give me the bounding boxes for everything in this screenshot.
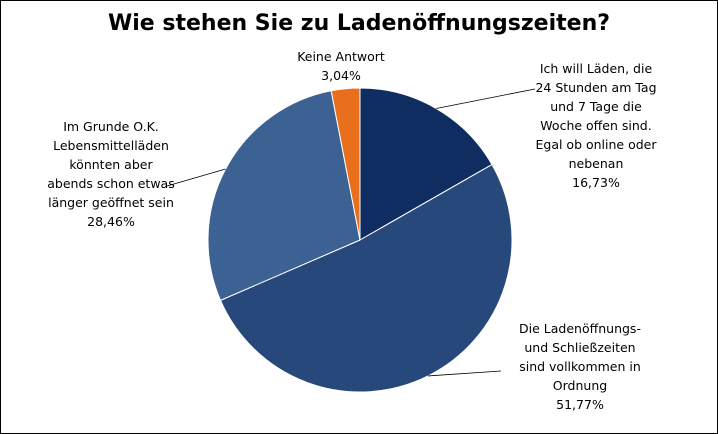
pie-slice-in-ordnung [219,163,513,393]
slice-value-label: 28,46% [87,214,135,229]
slice-label-line: 24 Stunden am Tag [535,80,657,95]
slice-label-line: Ordnung [552,378,608,393]
slice-label-line: Egal ob online oder [535,137,657,152]
slice-label-line: Die Ladenöffnungs- [519,321,641,336]
slice-label-line: Woche offen sind. [540,118,652,133]
slice-label-line: abends schon etwas [47,176,175,191]
leader-line [436,88,536,109]
slice-label-line: nebenan [568,156,624,171]
slice-label-im-grunde-ok: Im Grunde O.K. Lebensmittelläden könnten… [21,117,201,231]
slice-value-label: 51,77% [556,397,604,412]
pie-slice-keine-antwort [330,87,361,241]
slice-label-24-7: Ich will Läden, die 24 Stunden am Tag un… [501,59,691,192]
slice-label-in-ordnung: Die Ladenöffnungs- und Schließzeiten sin… [485,319,675,414]
slice-label-line: und 7 Tage die [550,99,642,114]
slice-value-label: 3,04% [321,68,361,83]
pie-slice-im-grunde-ok [207,90,361,302]
slice-label-line: sind vollkommen in [519,359,641,374]
slice-label-line: Ich will Läden, die [539,61,653,76]
slice-label-line: Im Grunde O.K. [63,119,159,134]
slice-label-line: könnten aber [69,157,153,172]
slice-value-label: 16,73% [572,175,620,190]
slice-label-keine-antwort: Keine Antwort 3,04% [271,47,411,85]
chart-title: Wie stehen Sie zu Ladenöffnungszeiten? [107,11,610,36]
leader-line [427,370,502,377]
pie-slice-24-7 [359,87,493,241]
slice-label-line: Keine Antwort [297,49,385,64]
slice-label-line: Lebensmittelläden [53,138,169,153]
leader-line [166,168,226,187]
slice-label-line: und Schließzeiten [524,340,636,355]
slice-label-line: länger geöffnet sein [48,195,174,210]
